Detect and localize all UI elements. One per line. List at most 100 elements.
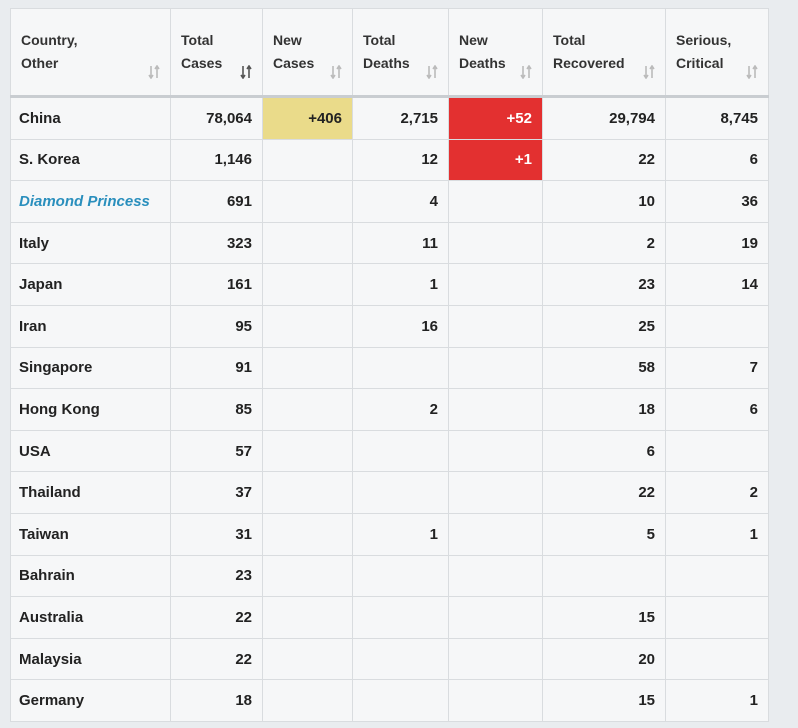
country-cell[interactable]: Diamond Princess [10,180,171,223]
value-cell: 20 [542,637,666,681]
column-header[interactable]: Total Cases [170,8,263,98]
country-cell: Singapore [10,346,171,390]
column-header[interactable]: New Deaths [448,8,543,98]
empty-cell [448,471,543,514]
header-text: Cases [181,55,223,71]
value-cell: 2,715 [352,96,449,140]
header-text: Country, [21,32,78,48]
value-cell: 14 [665,263,769,306]
value-cell: 37 [170,471,263,514]
sort-icon[interactable] [746,65,758,79]
empty-cell [448,346,543,390]
value-cell: +52 [448,96,543,140]
empty-cell [262,679,353,722]
country-cell: Bahrain [10,554,171,598]
empty-cell [448,679,543,722]
country-cell: Malaysia [10,637,171,681]
sort-icon[interactable] [330,65,342,79]
table-row: S. Korea 1,146 12 +1 22 6 [10,138,769,182]
table-row: Singapore 91 58 7 [10,346,769,390]
empty-cell [262,471,353,514]
value-cell: 12 [352,138,449,182]
empty-cell [448,512,543,556]
empty-cell [665,637,769,681]
empty-cell [262,138,353,182]
sort-icon[interactable] [426,65,438,79]
empty-cell [262,263,353,306]
empty-cell [262,554,353,598]
empty-cell [262,304,353,348]
empty-cell [665,554,769,598]
header-text: Deaths [363,55,410,71]
value-cell: 11 [352,221,449,265]
header-text: Total [181,32,214,48]
value-cell: +1 [448,138,543,182]
empty-cell [448,180,543,223]
data-table: Country, Other Total Cases New Cases Total Deat… [10,8,769,722]
column-header[interactable]: Country, Other [10,8,171,98]
header-text: Other [21,55,59,71]
table-row: Japan 161 1 23 14 [10,263,769,306]
empty-cell [448,304,543,348]
header-text: Recovered [553,55,625,71]
value-cell: 22 [542,471,666,514]
value-cell: 85 [170,388,263,431]
value-cell: 25 [542,304,666,348]
value-cell: 10 [542,180,666,223]
empty-cell [448,429,543,473]
value-cell: +406 [262,96,353,140]
value-cell: 22 [170,596,263,639]
value-cell: 1 [352,263,449,306]
empty-cell [352,429,449,473]
sort-icon[interactable] [240,65,252,79]
empty-cell [448,221,543,265]
sort-icon[interactable] [520,65,532,79]
sort-icon[interactable] [643,65,655,79]
column-header[interactable]: New Cases [262,8,353,98]
empty-cell [262,221,353,265]
header-text: Total [363,32,396,48]
table-container: Country, Other Total Cases New Cases Total Deat… [10,8,769,722]
value-cell: 78,064 [170,96,263,140]
value-cell: 5 [542,512,666,556]
table-row: Australia 22 15 [10,596,769,639]
empty-cell [352,637,449,681]
value-cell: 323 [170,221,263,265]
table-row: Bahrain 23 [10,554,769,598]
header-row: Country, Other Total Cases New Cases Total Deat… [10,8,769,98]
empty-cell [262,429,353,473]
country-cell: Australia [10,596,171,639]
table-body: China 78,064 +406 2,715 +52 29,794 8,745 S. Kor… [10,96,769,722]
column-header[interactable]: Total Deaths [352,8,449,98]
country-cell: Taiwan [10,512,171,556]
column-header[interactable]: Total Recovered [542,8,666,98]
country-cell: Japan [10,263,171,306]
header-text: Cases [273,55,315,71]
empty-cell [262,596,353,639]
empty-cell [448,596,543,639]
empty-cell [352,346,449,390]
value-cell: 31 [170,512,263,556]
empty-cell [262,180,353,223]
table-row: USA 57 6 [10,429,769,473]
value-cell: 691 [170,180,263,223]
header-text: Total [553,32,586,48]
country-cell: China [10,96,171,140]
value-cell: 1 [665,512,769,556]
table-row: China 78,064 +406 2,715 +52 29,794 8,745 [10,96,769,140]
value-cell: 23 [170,554,263,598]
value-cell: 23 [542,263,666,306]
value-cell: 58 [542,346,666,390]
value-cell: 18 [542,388,666,431]
country-cell: Hong Kong [10,388,171,431]
value-cell: 8,745 [665,96,769,140]
sort-icon[interactable] [148,65,160,79]
header-text: Deaths [459,55,506,71]
value-cell: 15 [542,596,666,639]
column-header[interactable]: Serious, Critical [665,8,769,98]
value-cell: 1 [352,512,449,556]
header-text: Serious, [676,32,732,48]
empty-cell [262,512,353,556]
table-row: Malaysia 22 20 [10,637,769,681]
